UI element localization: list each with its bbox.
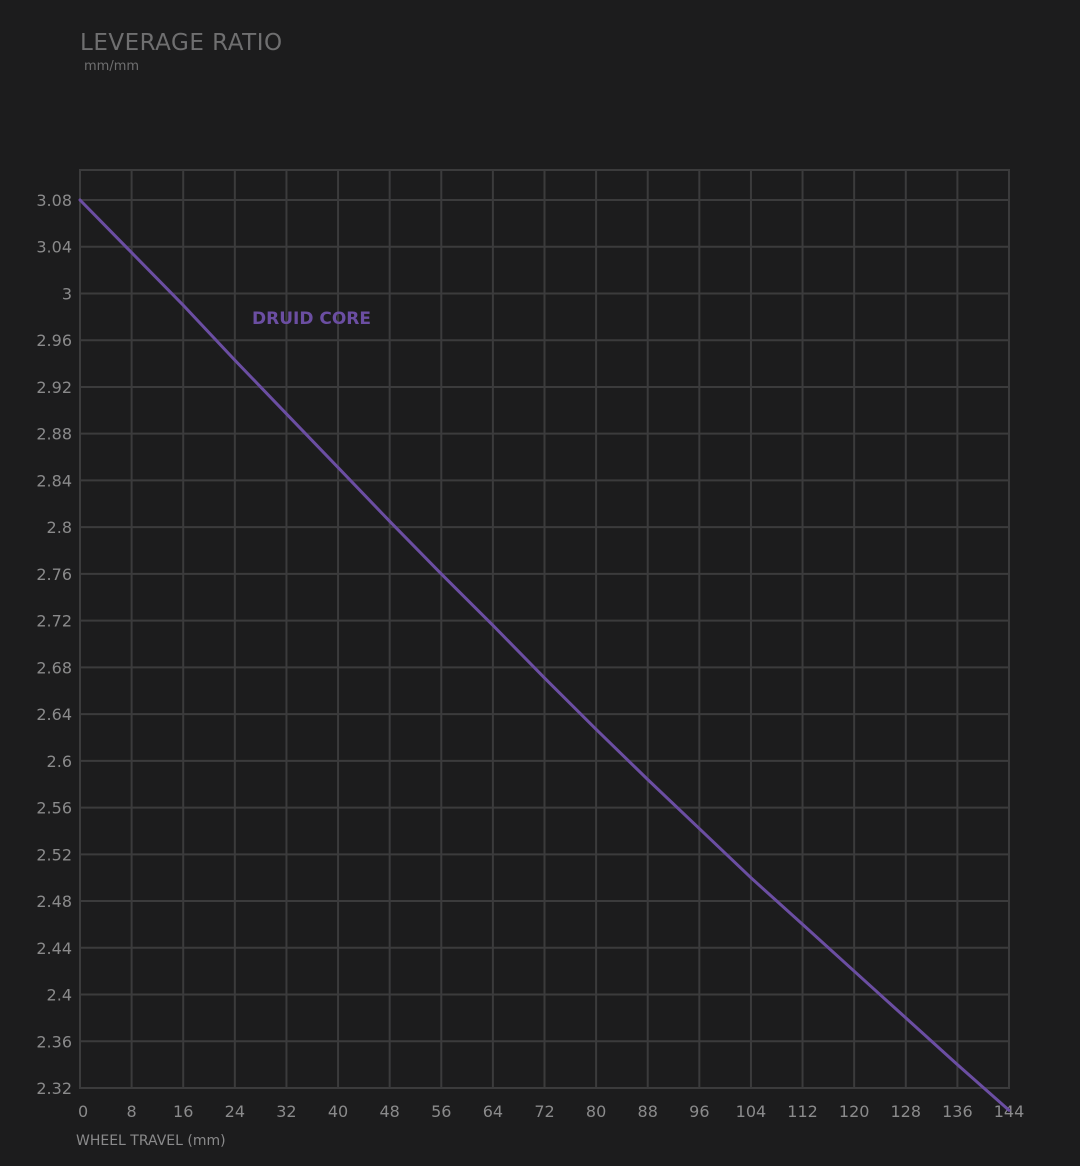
- x-tick-label: 112: [787, 1102, 818, 1121]
- x-tick-label: 32: [276, 1102, 296, 1121]
- y-tick-label: 2.92: [36, 378, 72, 397]
- x-tick-label: 96: [689, 1102, 709, 1121]
- series-line-druid-core: [78, 198, 1011, 1112]
- y-tick-label: 2.56: [36, 799, 72, 818]
- x-tick-label: 56: [431, 1102, 451, 1121]
- x-tick-label: 24: [225, 1102, 245, 1121]
- x-tick-label: 8: [127, 1102, 137, 1121]
- y-tick-label: 2.4: [47, 986, 72, 1005]
- x-tick-label: 104: [736, 1102, 767, 1121]
- series-group: DRUID CORE: [78, 198, 1011, 1112]
- y-tick-label: 3: [62, 284, 72, 303]
- y-tick-label: 2.96: [36, 331, 72, 350]
- x-tick-label: 136: [942, 1102, 973, 1121]
- y-tick-label: 2.84: [36, 471, 72, 490]
- chart-unit-subtitle: mm/mm: [84, 59, 140, 74]
- y-axis-ticks: 3.08 3.04 3 2.96 2.92 2.88 2.84 2.8 2.76 2.72 2.68…: [36, 191, 72, 1098]
- x-axis-ticks: 0 8 16 24 32 40 48 56 64 72 80 88 96 104 112 120 128 136 1…: [78, 1102, 1024, 1121]
- y-tick-label: 2.76: [36, 565, 72, 584]
- series-label: DRUID CORE: [252, 309, 371, 329]
- y-tick-label: 2.48: [36, 892, 72, 911]
- y-tick-label: 2.72: [36, 612, 72, 631]
- x-tick-label: 88: [638, 1102, 658, 1121]
- x-tick-label: 80: [586, 1102, 606, 1121]
- y-tick-label: 2.88: [36, 425, 72, 444]
- y-tick-label: 2.68: [36, 658, 72, 677]
- x-tick-label: 16: [173, 1102, 193, 1121]
- x-axis-title: WHEEL TRAVEL (mm): [76, 1133, 226, 1149]
- x-tick-label: 48: [379, 1102, 399, 1121]
- y-tick-label: 3.04: [36, 238, 72, 257]
- y-tick-label: 2.64: [36, 705, 72, 724]
- x-tick-label: 128: [891, 1102, 922, 1121]
- y-tick-label: 2.36: [36, 1032, 72, 1051]
- x-tick-label: 120: [839, 1102, 870, 1121]
- x-tick-label: 64: [483, 1102, 503, 1121]
- grid: [79, 169, 1010, 1089]
- y-tick-label: 2.44: [36, 939, 72, 958]
- x-tick-label: 72: [534, 1102, 554, 1121]
- x-tick-label: 40: [328, 1102, 348, 1121]
- y-tick-label: 2.6: [47, 752, 72, 771]
- y-tick-label: 2.32: [36, 1079, 72, 1098]
- y-tick-label: 3.08: [36, 191, 72, 210]
- x-tick-label: 0: [78, 1102, 88, 1121]
- y-tick-label: 2.52: [36, 845, 72, 864]
- y-tick-label: 2.8: [47, 518, 72, 537]
- chart-title: LEVERAGE RATIO: [80, 30, 283, 56]
